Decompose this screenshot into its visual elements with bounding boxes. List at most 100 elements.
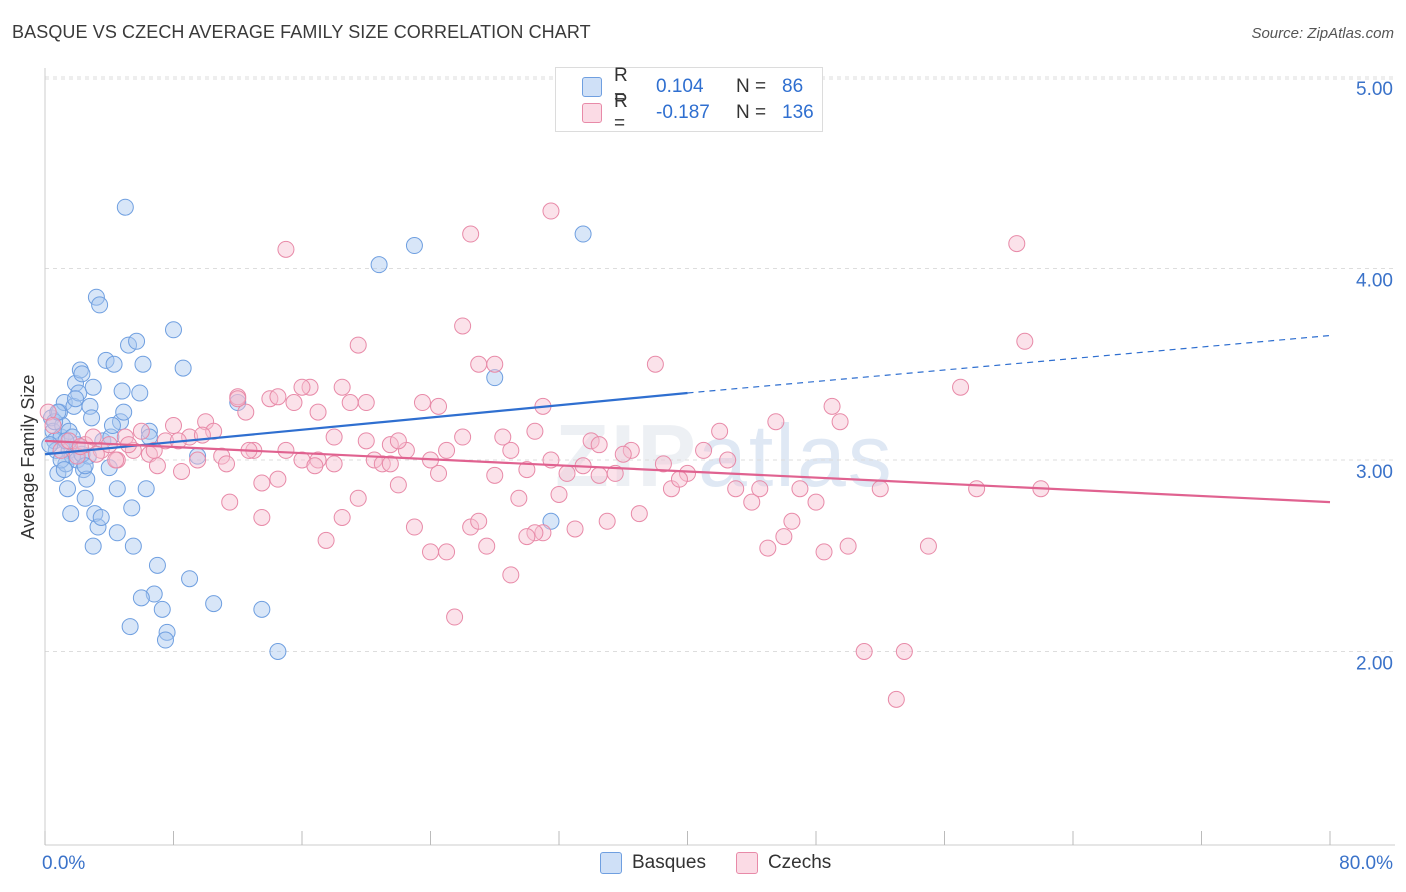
czechs-point: [558, 464, 576, 482]
czechs-point: [462, 225, 480, 243]
czechs-point: [446, 608, 464, 626]
czechs-point: [654, 455, 672, 473]
czechs-point: [237, 403, 255, 421]
czechs-point: [333, 508, 351, 526]
czechs-point: [341, 394, 359, 412]
basques-point: [137, 480, 155, 498]
czechs-point: [349, 489, 367, 507]
basques-point: [89, 518, 107, 536]
basques-point: [97, 351, 115, 369]
stats-legend: R = 0.104 N = 86 R = -0.187 N = 136: [555, 65, 823, 134]
czechs-point: [1016, 332, 1034, 350]
basques-point: [121, 618, 139, 636]
czechs-point: [919, 537, 937, 555]
basques-point: [73, 365, 91, 383]
czechs-point: [422, 543, 439, 561]
czechs-point: [430, 397, 448, 415]
r-value: -0.187: [656, 102, 710, 123]
basques-point: [113, 382, 131, 400]
czechs-point: [306, 457, 324, 475]
basques-point: [67, 390, 85, 408]
czechs-point: [767, 413, 785, 431]
czechs-point: [309, 403, 327, 421]
basques-point: [542, 512, 560, 530]
czechs-point: [711, 422, 729, 440]
basques-point: [55, 394, 73, 412]
legend-item-czechs[interactable]: Czechs: [735, 852, 831, 874]
basques-point: [83, 409, 101, 427]
czechs-point: [381, 455, 399, 473]
basques-point: [123, 499, 141, 517]
basques-point: [132, 589, 150, 607]
czechs-point: [107, 451, 125, 469]
czechs-point: [269, 388, 287, 406]
basques-point: [49, 403, 67, 421]
czechs-point: [839, 537, 857, 555]
watermark-atlas: atlas: [697, 406, 894, 505]
czechs-point: [470, 512, 488, 530]
basques-point: [181, 570, 199, 588]
czechs-point: [598, 512, 616, 530]
basques-point: [153, 600, 171, 618]
basques-point: [148, 556, 166, 574]
czechs-point: [502, 566, 520, 584]
czechs-point: [855, 643, 873, 660]
czechs-point: [646, 355, 664, 373]
czechs-point: [823, 397, 841, 415]
r-label: R =: [614, 91, 628, 134]
czechs-point: [253, 508, 271, 526]
czechs-point: [952, 378, 970, 396]
czechs-point: [590, 436, 608, 454]
basques-point: [55, 461, 73, 479]
basques-point: [70, 384, 88, 402]
basques-point: [205, 595, 223, 613]
basques-point: [62, 505, 80, 523]
czechs-point: [695, 441, 713, 459]
basques-point: [78, 470, 96, 488]
basques-point: [405, 237, 423, 255]
basques-swatch: [582, 77, 602, 97]
czechs-point: [430, 464, 448, 482]
czechs-point: [494, 428, 512, 446]
czechs-point: [526, 524, 544, 542]
basques-point: [58, 480, 76, 498]
series-legend: Basques Czechs: [600, 852, 861, 874]
czechs-point: [606, 464, 624, 482]
czechs-point: [229, 390, 247, 408]
basques-point: [115, 403, 133, 421]
czechs-point: [381, 436, 399, 454]
basques-trend-line: [44, 391, 688, 456]
czechs-point: [670, 470, 688, 488]
legend-item-basques[interactable]: Basques: [600, 852, 706, 874]
czechs-point: [968, 480, 986, 498]
basques-point: [103, 417, 121, 435]
basques-point: [76, 489, 94, 507]
y-tick-label: 4.00: [1356, 271, 1393, 292]
x-tick-label: 80.0%: [1339, 853, 1393, 874]
czechs-point: [614, 445, 632, 463]
czechs-point: [1008, 235, 1026, 253]
basques-point: [67, 374, 85, 392]
basques-point: [128, 332, 146, 350]
basques-point: [91, 296, 109, 314]
czechs-point: [438, 543, 456, 561]
legend-label: Basques: [632, 852, 706, 873]
n-value: 136: [782, 102, 814, 123]
czechs-point: [895, 643, 913, 660]
x-tick-label: 0.0%: [42, 853, 85, 874]
basques-point: [120, 336, 138, 354]
basques-point: [116, 198, 134, 216]
czechs-point: [486, 466, 504, 484]
czechs-point: [132, 422, 150, 440]
chart-title: BASQUE VS CZECH AVERAGE FAMILY SIZE CORR…: [12, 22, 591, 42]
czechs-point: [438, 441, 456, 459]
czechs-point: [791, 480, 809, 498]
czechs-point: [325, 455, 343, 473]
basques-point: [84, 537, 102, 555]
czechs-point: [590, 466, 608, 484]
czechs-point: [285, 394, 303, 412]
czechs-point: [317, 531, 335, 549]
n-value: 86: [782, 76, 804, 97]
czechs-point: [743, 493, 761, 511]
czechs-point: [518, 461, 536, 479]
